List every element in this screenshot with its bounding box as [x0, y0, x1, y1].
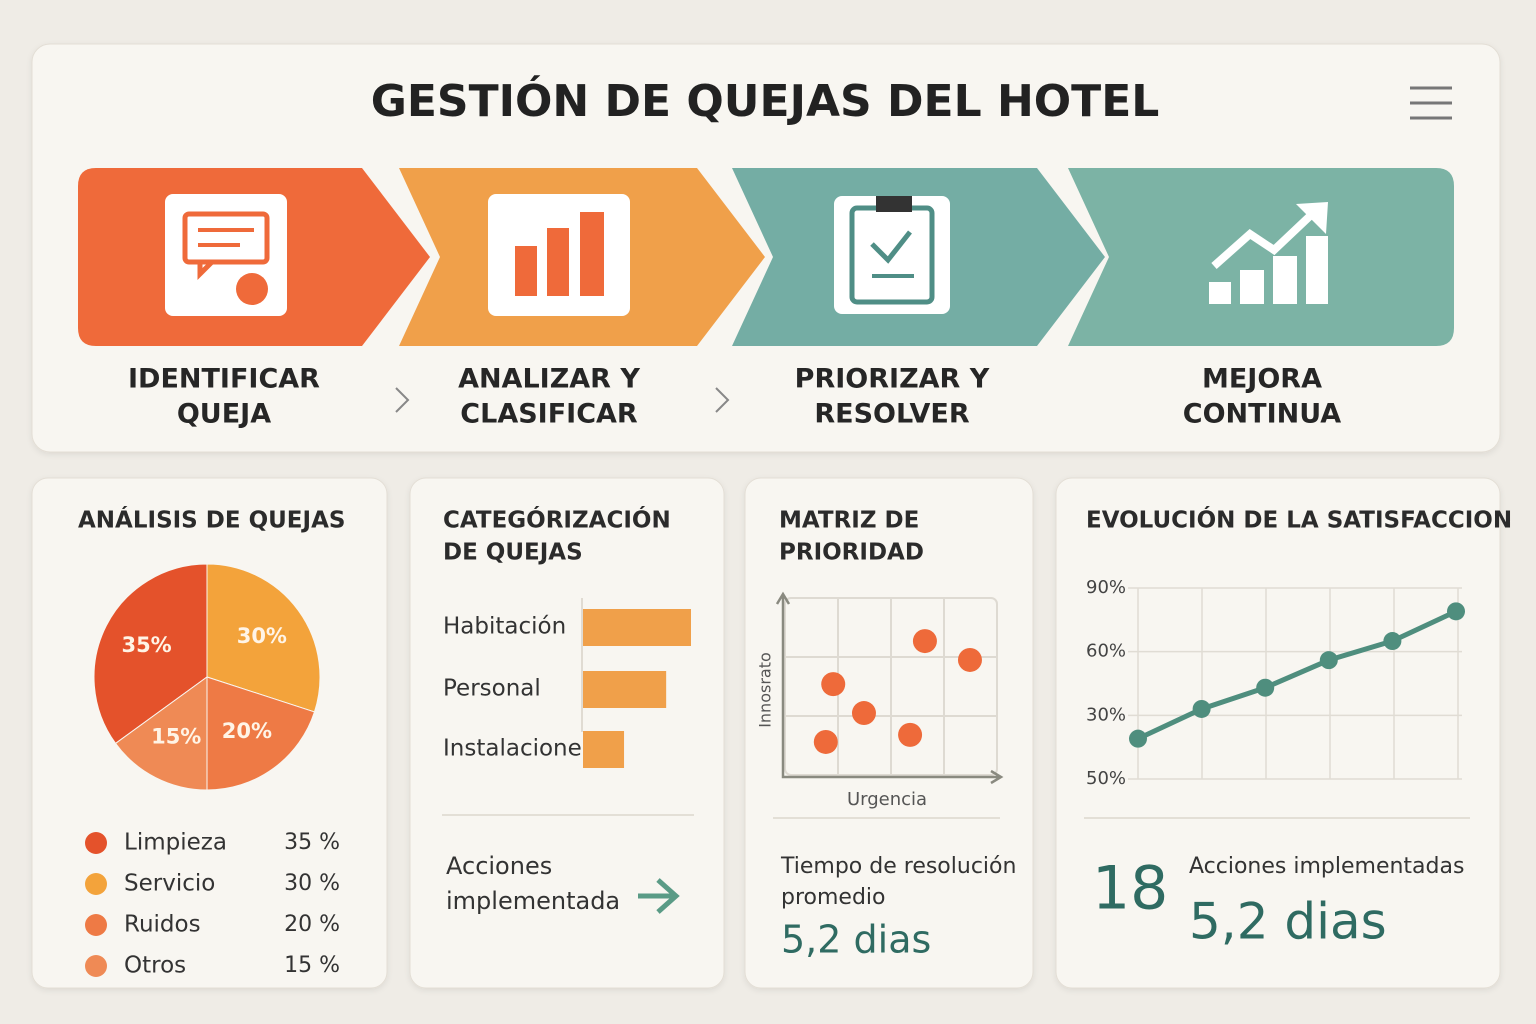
point [1319, 651, 1338, 670]
line-card [1055, 477, 1501, 989]
point [912, 629, 937, 654]
pie-title: ANÁLISIS DE QUEJAS [78, 506, 345, 534]
bar-title: CATEGÓRIZACIÓN [443, 506, 671, 534]
pie-slice [93, 563, 208, 745]
legend-value: 30 % [284, 871, 340, 896]
legend-dot [85, 832, 107, 854]
footer-count: 18 [1092, 854, 1168, 924]
footer-text: promedio [781, 885, 886, 910]
step-label: RESOLVER [814, 399, 969, 430]
footer-text: Tiempo de resolución [780, 854, 1016, 879]
point [1447, 602, 1465, 621]
x-axis-label: Urgencia [847, 789, 927, 810]
slice-label: 35% [121, 633, 171, 657]
legend-label: Limpieza [124, 830, 227, 856]
pie-slice [114, 676, 208, 791]
y-tick-label: 50% [1086, 768, 1126, 789]
bar-title: DE QUEJAS [443, 540, 583, 566]
step-label: MEJORA [1202, 364, 1322, 395]
pie-slice [206, 563, 321, 713]
legend-dot [85, 873, 107, 895]
complaint-icon [165, 194, 287, 316]
point [1192, 699, 1211, 718]
footer-text: Acciones implementadas [1189, 854, 1464, 879]
step-label: CONTINUA [1183, 399, 1342, 430]
footer-text: implementada [446, 887, 620, 915]
dividers [442, 814, 1470, 819]
axes [775, 591, 1004, 785]
slice-label: 20% [222, 719, 272, 743]
bar-card [409, 477, 725, 989]
bar [583, 609, 691, 646]
y-tick-label: 90% [1086, 577, 1126, 598]
point [851, 701, 876, 726]
point [957, 647, 982, 672]
y-tick-label: 60% [1086, 641, 1126, 662]
footer-value: 5,2 dias [1189, 893, 1387, 951]
bar-label: Habitación [443, 614, 566, 640]
step-chevron [1068, 168, 1454, 346]
legend-label: Servicio [124, 871, 215, 897]
clipboard-icon [834, 196, 950, 314]
footer-value: 5,2 dias [781, 918, 931, 962]
y-tick-label: 30% [1086, 704, 1126, 725]
matrix-title: PRIORIDAD [779, 540, 924, 566]
point [1256, 678, 1275, 697]
matrix-title: MATRIZ DE [779, 508, 919, 534]
step-label: PRIORIZAR Y [795, 364, 990, 395]
menu-icon[interactable] [1410, 86, 1452, 120]
line [1136, 609, 1458, 741]
point [821, 672, 846, 697]
step-label: IDENTIFICAR [128, 364, 320, 395]
page-title: GESTIÓN DE QUEJAS DEL HOTEL [371, 74, 1160, 127]
growth-icon [1209, 202, 1328, 304]
legend-label: Ruidos [124, 912, 201, 938]
step-separator [395, 387, 730, 413]
point [813, 729, 838, 754]
step-label: QUEJA [177, 399, 271, 430]
header-card [31, 43, 1501, 453]
point [1383, 632, 1402, 651]
bar [583, 671, 667, 708]
legend-dot [85, 955, 107, 977]
step-label: ANALIZAR Y [458, 364, 640, 395]
bar-label: Personal [443, 676, 541, 702]
legend-value: 20 % [284, 912, 340, 937]
pie-slice [206, 676, 316, 791]
step-label: CLASIFICAR [460, 399, 638, 430]
legend-value: 15 % [284, 953, 340, 978]
y-axis-label: Innosrato [756, 652, 775, 728]
point [1129, 729, 1147, 748]
slice-label: 15% [151, 724, 201, 748]
bar-label: Instalaciones [443, 736, 594, 762]
bar [583, 731, 625, 768]
line-title: EVOLUCIÓN DE LA SATISFACCION [1086, 506, 1512, 534]
analysis-icon [488, 194, 630, 316]
arrow-icon[interactable] [638, 878, 680, 914]
matrix-card [744, 477, 1034, 989]
legend-label: Otros [124, 953, 186, 979]
legend-value: 35 % [284, 830, 340, 855]
footer-text: Acciones [446, 852, 552, 880]
point [898, 722, 923, 747]
slice-label: 30% [237, 624, 287, 648]
legend-dot [85, 914, 107, 936]
